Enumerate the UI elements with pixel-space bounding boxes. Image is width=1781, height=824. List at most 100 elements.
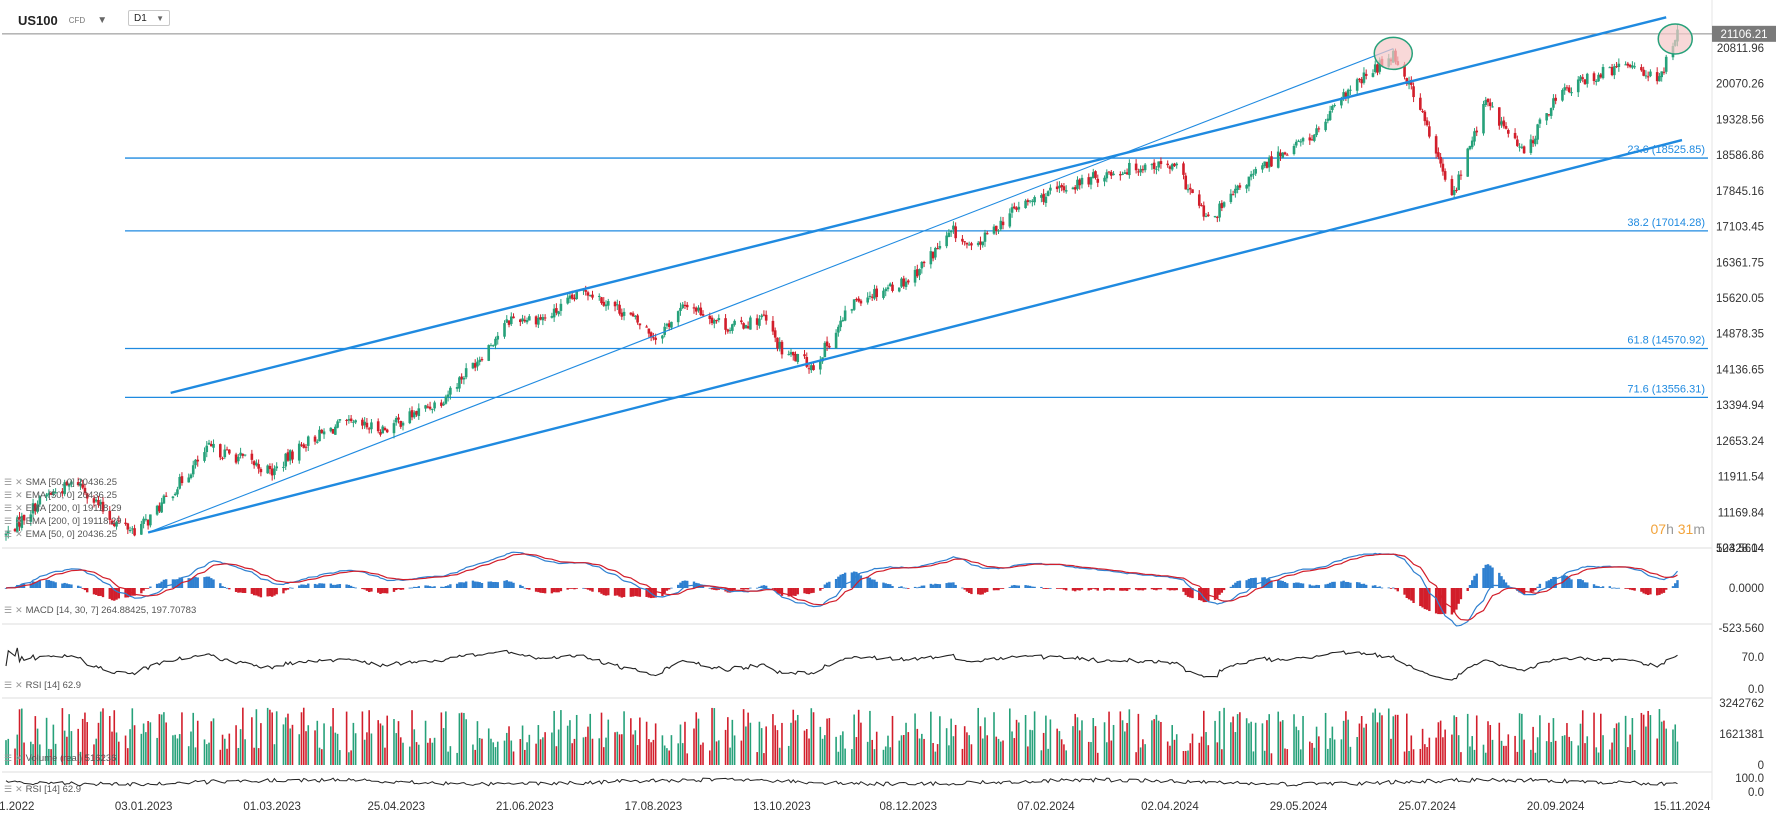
macd-hist-bar bbox=[1218, 588, 1221, 595]
macd-hist-bar bbox=[584, 588, 587, 589]
candle-body bbox=[1660, 71, 1663, 78]
macd-hist-bar bbox=[629, 588, 633, 597]
candle-body bbox=[1324, 121, 1327, 131]
close-icon[interactable]: ✕ bbox=[15, 680, 23, 690]
macd-hist-bar bbox=[1076, 588, 1079, 591]
volume-legend[interactable]: ☰ ✕ Volume (real) 516236 bbox=[4, 753, 116, 764]
macd-hist-bar bbox=[929, 583, 933, 588]
macd-hist-bar bbox=[1610, 587, 1614, 589]
candle-body bbox=[1134, 163, 1138, 171]
candle-body bbox=[460, 376, 463, 380]
candle-body bbox=[1597, 74, 1600, 82]
menu-icon[interactable]: ☰ bbox=[4, 503, 13, 513]
macd-hist-bar bbox=[566, 588, 569, 590]
candle-body bbox=[1103, 177, 1106, 182]
macd-hist-bar bbox=[907, 588, 910, 589]
macd-hist-bar bbox=[607, 588, 610, 596]
close-icon[interactable]: ✕ bbox=[15, 477, 23, 487]
y-tick-label: 10428.14 bbox=[1716, 543, 1765, 555]
macd-hist-bar bbox=[1103, 588, 1106, 591]
candle-body bbox=[902, 278, 906, 287]
candle-body bbox=[929, 251, 933, 265]
y-tick-label: 16361.75 bbox=[1716, 257, 1764, 269]
candle-body bbox=[1186, 189, 1190, 191]
x-tick-label: 29.05.2024 bbox=[1270, 801, 1328, 813]
candle-body bbox=[1468, 145, 1472, 150]
macd-hist-bar bbox=[744, 588, 748, 590]
close-icon[interactable]: ✕ bbox=[15, 490, 23, 500]
macd-hist-bar bbox=[1468, 584, 1472, 588]
menu-icon[interactable]: ☰ bbox=[4, 680, 13, 690]
close-icon[interactable]: ✕ bbox=[15, 529, 23, 539]
macd-hist-bar bbox=[1254, 577, 1257, 588]
macd-hist-bar bbox=[922, 585, 926, 588]
candle-body bbox=[1358, 78, 1361, 80]
candle-body bbox=[616, 304, 619, 306]
candle-body bbox=[65, 481, 69, 486]
symbol-name: US100 bbox=[18, 12, 58, 28]
candle-body bbox=[1188, 187, 1192, 190]
macd-hist-bar bbox=[1466, 588, 1469, 591]
candle-body bbox=[503, 323, 506, 337]
macd-hist-bar bbox=[931, 584, 935, 588]
macd-hist-bar bbox=[805, 588, 808, 594]
close-icon[interactable]: ✕ bbox=[15, 516, 23, 526]
close-icon[interactable]: ✕ bbox=[15, 503, 23, 513]
macd-hist-bar bbox=[433, 586, 436, 588]
close-icon[interactable]: ✕ bbox=[15, 605, 23, 615]
macd-hist-bar bbox=[1152, 588, 1156, 590]
menu-icon[interactable]: ☰ bbox=[4, 477, 13, 487]
close-icon[interactable]: ✕ bbox=[15, 753, 23, 763]
close-icon[interactable]: ✕ bbox=[15, 784, 23, 794]
candle-body bbox=[1137, 171, 1140, 173]
candle-body bbox=[1279, 152, 1282, 157]
menu-icon[interactable]: ☰ bbox=[4, 529, 13, 539]
macd-hist-bar bbox=[1410, 588, 1413, 601]
thin-trend-line bbox=[147, 48, 1394, 534]
rsi2-legend[interactable]: ☰ ✕ RSI [14] 62.9 bbox=[4, 784, 81, 795]
macd-hist-bar bbox=[1437, 588, 1440, 615]
timeframe-select[interactable]: D1 ▼ bbox=[128, 10, 170, 26]
overlay-legend-sma-50[interactable]: ☰ ✕ SMA [50, 0] 20436.25 bbox=[4, 477, 117, 488]
overlay-legend-ema-50-b[interactable]: ☰ ✕ EMA [50, 0] 20436.25 bbox=[4, 529, 117, 540]
menu-icon[interactable]: ☰ bbox=[4, 605, 13, 615]
menu-icon[interactable]: ☰ bbox=[4, 490, 13, 500]
candle-body bbox=[837, 326, 840, 333]
candle-body bbox=[866, 297, 869, 303]
overlay-legend-ema-200-b[interactable]: ☰ ✕ EMA [200, 0] 19118.29 bbox=[4, 516, 122, 527]
macd-hist-bar bbox=[774, 588, 777, 591]
macd-hist-bar bbox=[1644, 588, 1648, 595]
macd-hist-bar bbox=[1317, 585, 1321, 588]
macd-hist-bar bbox=[158, 583, 161, 588]
macd-hist-bar bbox=[65, 583, 69, 588]
macd-legend[interactable]: ☰ ✕ MACD [14, 30, 7] 264.88425, 197.70783 bbox=[4, 605, 196, 616]
macd-hist-bar bbox=[708, 587, 711, 589]
symbol-selector[interactable]: US100 CFD ▼ bbox=[18, 10, 107, 30]
macd-hist-bar bbox=[408, 587, 411, 589]
macd-hist-bar bbox=[1110, 588, 1113, 591]
macd-hist-bar bbox=[636, 588, 639, 597]
overlay-legend-ema-50[interactable]: ☰ ✕ EMA [50, 0] 20436.25 bbox=[4, 490, 117, 501]
macd-hist-bar bbox=[1439, 588, 1442, 615]
volume-bars bbox=[5, 707, 1679, 765]
menu-icon[interactable]: ☰ bbox=[4, 753, 13, 763]
candle-body bbox=[1378, 60, 1382, 72]
y-tick-label: 20070.26 bbox=[1716, 79, 1764, 91]
candle-body bbox=[1570, 92, 1573, 94]
candle-body bbox=[600, 297, 603, 304]
macd-hist-bar bbox=[1482, 568, 1485, 588]
macd-hist-bar bbox=[1601, 586, 1605, 588]
rsi-legend[interactable]: ☰ ✕ RSI [14] 62.9 bbox=[4, 680, 81, 691]
menu-icon[interactable]: ☰ bbox=[4, 516, 13, 526]
macd-hist-bar bbox=[1044, 588, 1048, 589]
y-tick-label: 18586.86 bbox=[1716, 150, 1764, 162]
macd-hist-bar bbox=[1655, 588, 1659, 596]
macd-hist-bar bbox=[336, 584, 339, 588]
menu-icon[interactable]: ☰ bbox=[4, 784, 13, 794]
macd-hist-bar bbox=[307, 583, 310, 588]
chevron-down-icon[interactable]: ▼ bbox=[97, 14, 108, 26]
candle-body bbox=[1642, 69, 1645, 76]
macd-hist-bar bbox=[505, 580, 508, 588]
overlay-legend-ema-200[interactable]: ☰ ✕ EMA [200, 0] 19118.29 bbox=[4, 503, 122, 514]
